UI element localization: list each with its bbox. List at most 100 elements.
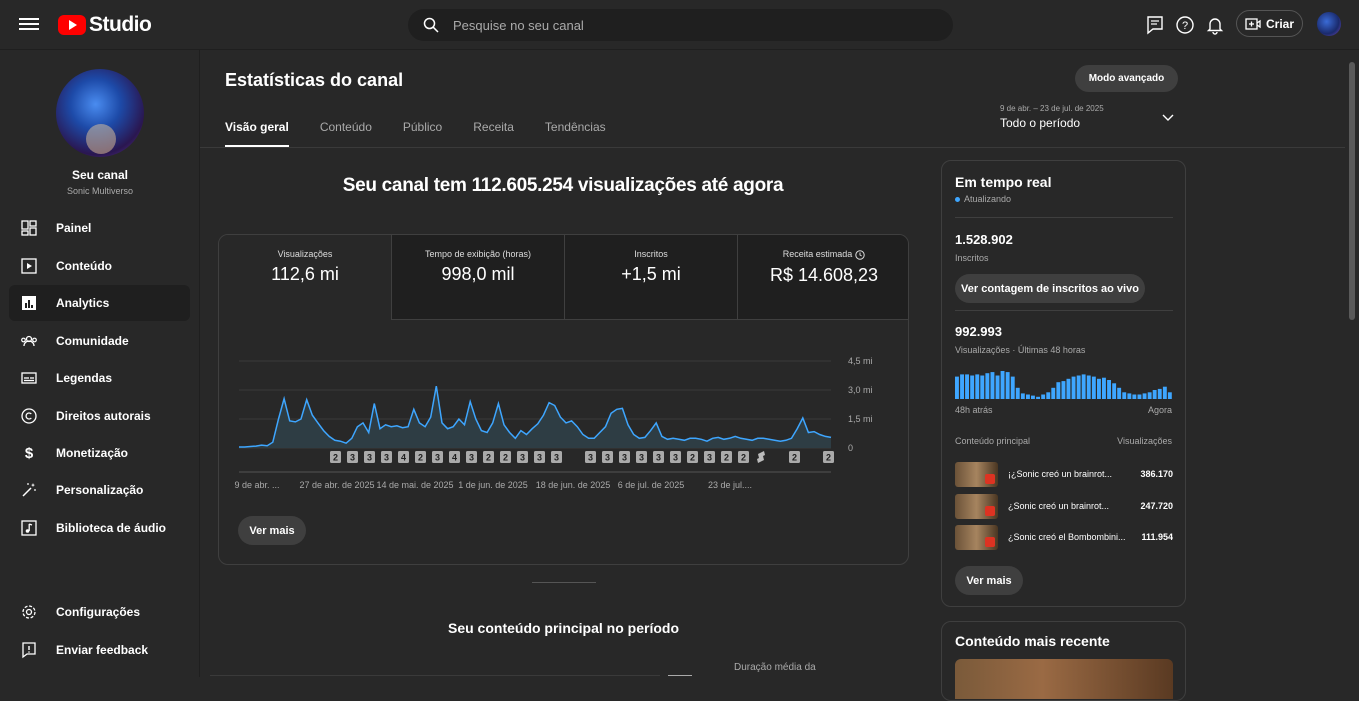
realtime-bar [955,376,959,399]
sidebar-item-conteudo[interactable]: Conteúdo [9,248,190,284]
sidebar-item-biblioteca-de-audio[interactable]: Biblioteca de áudio [9,510,190,546]
account-avatar[interactable] [1317,12,1341,36]
list-item[interactable]: ¿Sonic creó un brainrot... 247.720 [955,494,1173,519]
svg-text:$: $ [25,445,34,462]
dollar-icon: $ [25,445,34,462]
sidebar-item-label: Analytics [56,296,110,310]
main-content: Estatísticas do canal Modo avançado Visã… [200,50,1345,701]
upload-marker [823,451,834,463]
tab-receita[interactable]: Receita [473,120,514,134]
upload-marker [738,451,749,463]
upload-marker [653,451,664,463]
gear-icon [22,605,36,619]
studio-logo[interactable]: Studio [58,13,152,37]
scrollbar[interactable] [1345,50,1359,677]
upload-marker-count: 3 [707,453,712,463]
search-input[interactable] [453,9,933,41]
bell-icon[interactable] [1205,15,1225,35]
upload-marker-count: 2 [333,453,338,463]
sidebar-item-painel[interactable]: Painel [9,210,190,246]
sidebar-item-label: Painel [56,221,92,235]
sidebar-item-enviar-feedback[interactable]: Enviar feedback [9,632,190,668]
upload-marker [585,451,596,463]
scrollbar-thumb[interactable] [1349,62,1355,320]
avg-duration-label: Duração média da [734,662,816,673]
community-icon [21,335,37,347]
upload-marker-count: 3 [537,453,542,463]
list-item[interactable]: ¡¿Sonic creó un brainrot... 386.170 [955,462,1173,487]
upload-marker-count: 3 [350,453,355,463]
upload-marker [415,451,426,463]
upload-marker-count: 3 [367,453,372,463]
x-tick-label: 9 de abr. ... [234,480,279,490]
sidebar-item-legendas[interactable]: Legendas [9,360,190,396]
metric-tab-subscribers[interactable]: Inscritos +1,5 mi [564,235,737,320]
upload-marker [364,451,375,463]
realtime-bar [995,375,1000,399]
see-more-button[interactable]: Ver mais [238,516,306,545]
upload-marker [670,451,681,463]
tab-publico[interactable]: Público [402,120,443,134]
realtime-bar [985,373,990,399]
tab-tendencias[interactable]: Tendências [544,120,606,134]
upload-marker-count: 4 [401,453,406,463]
sidebar-item-label: Configurações [56,605,141,619]
metric-label: Visualizações [277,249,333,259]
metric-value: 998,0 mil [441,264,515,284]
realtime-see-more-button[interactable]: Ver mais [955,566,1023,595]
metric-label: Receita estimada [782,249,853,259]
realtime-bar [1107,380,1111,399]
channel-name: Seu canal [71,168,129,182]
upload-marker-count: 3 [622,453,627,463]
realtime-bar [1127,393,1132,399]
message-icon[interactable] [1145,15,1165,35]
menu-icon[interactable] [19,15,39,33]
metric-label: Tempo de exibição (horas) [424,249,532,259]
help-icon[interactable]: ? [1175,15,1195,35]
upload-marker [466,451,477,463]
tab-visao-geral[interactable]: Visão geral [225,120,289,147]
sidebar-item-monetizacao[interactable]: $ Monetização [9,435,190,471]
sidebar-item-label: Personalização [56,483,144,497]
axis-right-label: Agora [1147,405,1172,415]
realtime-bar [1112,383,1117,399]
metric-tab-views[interactable]: Visualizações 112,6 mi [219,235,391,320]
realtime-bar [1010,376,1015,399]
dashboard-icon [21,220,37,236]
channel-avatar[interactable] [56,69,144,157]
upload-marker-count: 3 [435,453,440,463]
sidebar-item-personalizacao[interactable]: Personalização [9,472,190,508]
sidebar-item-configuracoes[interactable]: Configurações [9,594,190,630]
channel-handle: Sonic Multiverso [66,186,134,196]
sidebar-item-comunidade[interactable]: Comunidade [9,323,190,359]
live-subscriber-count-button[interactable]: Ver contagem de inscritos ao vivo [955,274,1145,303]
create-button[interactable]: Criar [1236,10,1303,37]
upload-marker-count: 2 [792,453,797,463]
realtime-bar [1051,387,1056,399]
metric-tab-revenue[interactable]: Receita estimada R$ 14.608,23 [737,235,908,320]
sidebar-item-label: Monetização [56,446,129,460]
realtime-bar [1061,381,1066,399]
list-item[interactable]: ¿Sonic creó el Bombombini... 111.954 [955,525,1173,550]
headline: Seu canal tem 112.605.254 visualizações … [342,175,784,196]
upload-marker [398,451,409,463]
period-selector[interactable]: 9 de abr. – 23 de jul. de 2025 Todo o pe… [1000,104,1175,130]
search-bar[interactable] [408,9,953,41]
sidebar-item-label: Conteúdo [56,259,112,273]
recent-video-thumbnail[interactable] [955,659,1173,699]
recent-content-title: Conteúdo mais recente [955,633,1110,649]
divider [200,147,1345,148]
sidebar-item-label: Legendas [56,371,113,385]
upload-marker-count: 2 [724,453,729,463]
video-views: 386.170 [1140,469,1173,479]
realtime-bar [960,374,964,399]
sidebar-item-analytics[interactable]: Analytics [9,285,190,321]
upload-marker-count: 3 [520,453,525,463]
sidebar-item-direitos-autorais[interactable]: Direitos autorais [9,398,190,434]
metric-tab-watch-time[interactable]: Tempo de exibição (horas) 998,0 mil [391,235,564,320]
advanced-mode-button[interactable]: Modo avançado [1075,65,1178,92]
series-line [239,385,832,448]
tab-conteudo[interactable]: Conteúdo [319,120,372,134]
realtime-bar [1046,392,1051,399]
realtime-bar [1167,392,1172,399]
